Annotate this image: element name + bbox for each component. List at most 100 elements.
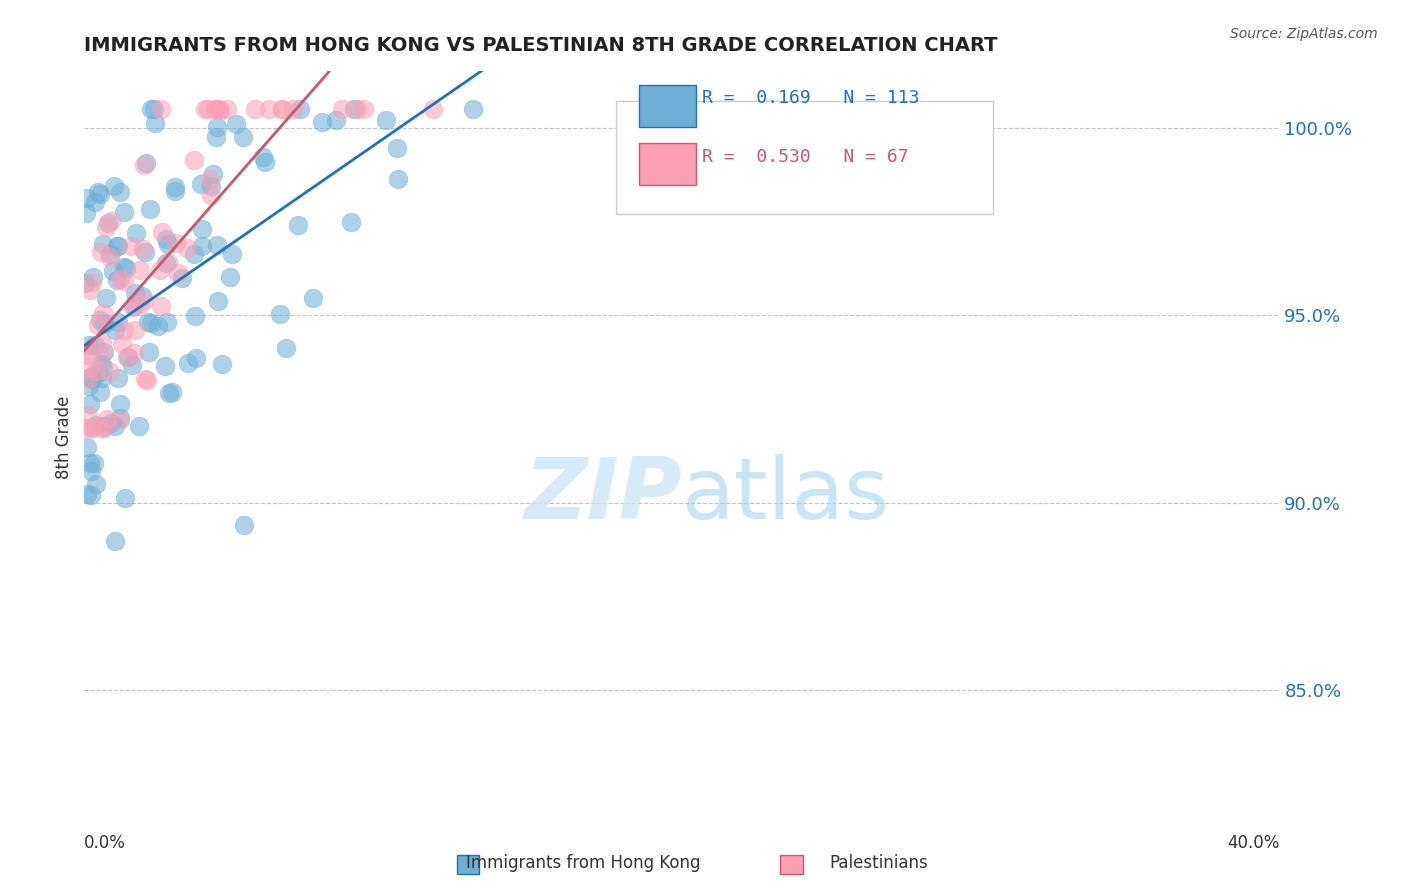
Point [176, 356, 198, 370]
Point [105, 272, 128, 286]
Point [121, 358, 143, 372]
Point [91, 335, 114, 350]
Point [100, 416, 122, 430]
Point [100, 214, 122, 228]
Point [79, 456, 101, 470]
Point [112, 274, 135, 288]
Point [107, 238, 129, 252]
Text: Source: ZipAtlas.com: Source: ZipAtlas.com [1230, 27, 1378, 41]
Point [346, 102, 368, 116]
Point [183, 309, 205, 323]
Point [163, 180, 186, 194]
Point [76, 348, 98, 362]
Point [157, 237, 180, 252]
Point [94, 291, 117, 305]
Point [135, 156, 157, 170]
Point [79, 283, 101, 297]
Text: ZIP: ZIP [524, 454, 682, 537]
Point [90, 244, 112, 259]
Point [325, 112, 347, 127]
Point [91, 420, 114, 434]
Point [107, 315, 129, 329]
Point [87, 185, 110, 199]
Point [124, 299, 146, 313]
Point [131, 289, 153, 303]
Point [208, 102, 231, 116]
Point [194, 102, 217, 116]
Point [80, 487, 103, 501]
Point [79, 397, 101, 411]
Point [156, 255, 179, 269]
Point [257, 102, 280, 116]
Point [93, 419, 115, 434]
FancyBboxPatch shape [638, 85, 696, 127]
Point [150, 225, 173, 239]
Point [200, 187, 222, 202]
Point [270, 102, 292, 116]
Point [120, 238, 142, 252]
Point [82, 270, 104, 285]
Point [387, 140, 409, 154]
Point [110, 397, 132, 411]
Point [287, 218, 309, 232]
Point [93, 420, 115, 434]
Point [143, 116, 166, 130]
Point [76, 440, 98, 454]
Point [128, 418, 150, 433]
Point [73, 343, 96, 357]
Point [84, 477, 107, 491]
Point [198, 172, 221, 186]
Text: IMMIGRANTS FROM HONG KONG VS PALESTINIAN 8TH GRADE CORRELATION CHART: IMMIGRANTS FROM HONG KONG VS PALESTINIAN… [84, 36, 998, 54]
Point [209, 103, 232, 117]
Point [269, 307, 291, 321]
Point [139, 202, 162, 216]
Point [112, 260, 135, 275]
Point [135, 373, 157, 387]
Point [167, 267, 190, 281]
Point [134, 293, 156, 308]
Point [143, 102, 166, 116]
Point [343, 102, 366, 116]
Point [87, 366, 110, 380]
Point [176, 241, 198, 255]
Point [183, 153, 205, 167]
Point [91, 359, 114, 374]
Point [124, 346, 146, 360]
Point [98, 250, 121, 264]
Point [225, 116, 247, 130]
Point [253, 155, 276, 169]
Point [90, 347, 112, 361]
Point [215, 102, 238, 116]
Point [165, 236, 187, 251]
Point [205, 129, 228, 144]
Point [101, 264, 124, 278]
Point [218, 269, 240, 284]
Point [207, 293, 229, 308]
Point [153, 359, 176, 373]
Point [104, 418, 127, 433]
Point [211, 357, 233, 371]
Point [84, 194, 107, 209]
Point [375, 112, 398, 127]
Point [79, 369, 101, 384]
Point [80, 372, 103, 386]
Point [77, 379, 100, 393]
Point [149, 102, 172, 116]
Point [197, 102, 219, 116]
Point [205, 238, 228, 252]
Point [80, 464, 103, 478]
Point [340, 215, 363, 229]
Point [190, 221, 212, 235]
Point [108, 411, 131, 425]
Point [204, 102, 226, 116]
Point [77, 337, 100, 351]
Point [170, 270, 193, 285]
Point [124, 285, 146, 300]
Point [97, 216, 120, 230]
Point [103, 178, 125, 193]
Point [91, 371, 114, 385]
Point [75, 206, 97, 220]
Point [111, 336, 134, 351]
Point [80, 275, 103, 289]
Point [117, 350, 139, 364]
